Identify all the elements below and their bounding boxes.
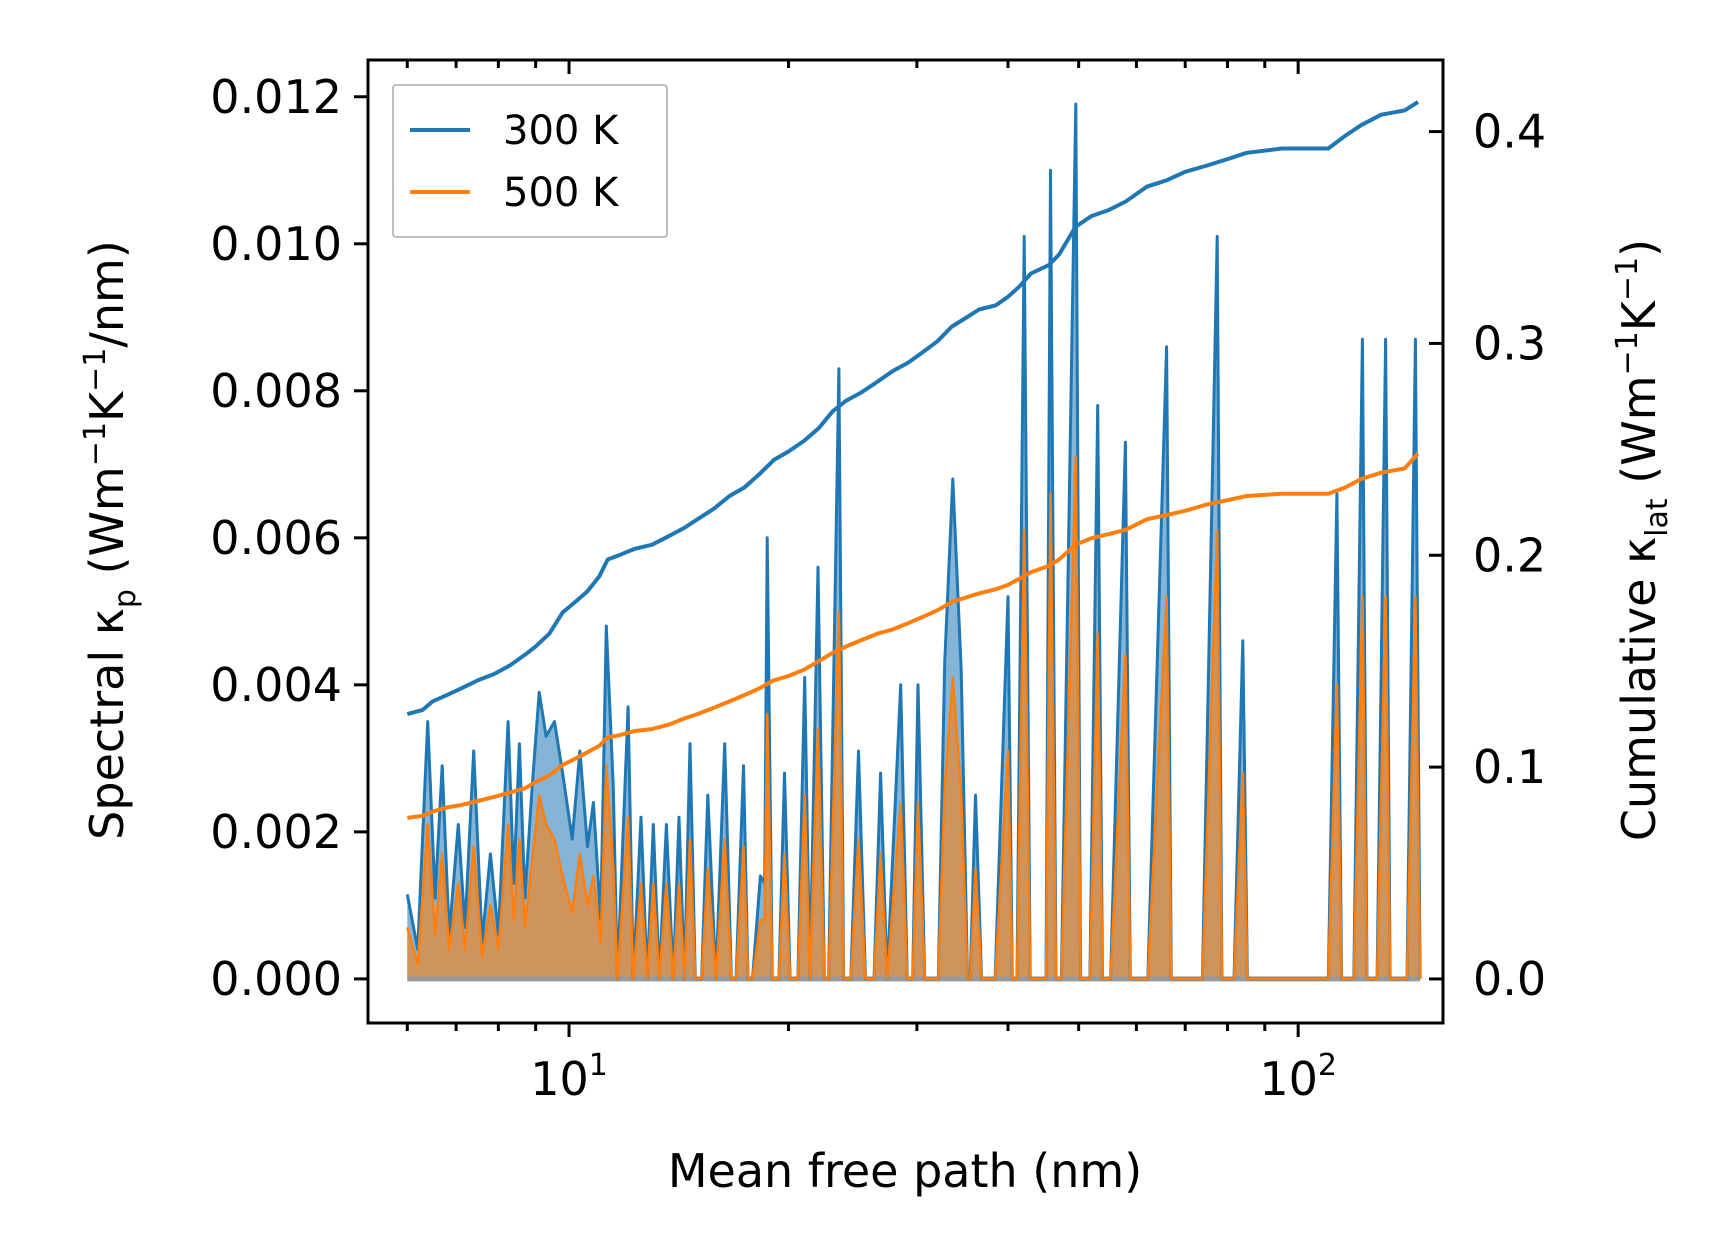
legend-box	[392, 84, 668, 238]
legend-label-500k: 500 K	[503, 170, 620, 216]
y-title-exp2: −1	[78, 348, 113, 392]
y2-title-mid2: K	[1612, 299, 1666, 331]
y-tick-label: 0.008	[210, 364, 342, 418]
y-title-exp1: −1	[78, 422, 113, 466]
y2-title-sub: lat	[1640, 498, 1675, 537]
x-tick-label: 102	[1259, 1048, 1337, 1106]
cumulative-line-300k	[406, 100, 1420, 717]
y-tick-label: 0.004	[210, 658, 342, 712]
y-tick-label: 0.006	[210, 511, 342, 565]
y-title-mid2: K	[80, 390, 134, 422]
y-axis-title: Spectral κp (Wm−1K−1/nm)	[78, 240, 143, 840]
y-title-prefix: Spectral κ	[80, 608, 134, 840]
y-title-mid1: (Wm	[80, 466, 134, 589]
y2-tick-label: 0.3	[1473, 316, 1546, 370]
plot-frame	[366, 58, 1445, 1025]
spectral-line-500k	[406, 455, 1422, 981]
y-tick-label: 0.012	[210, 70, 342, 124]
cumulative-lines	[406, 100, 1420, 820]
y2-title-prefix: Cumulative κ	[1612, 537, 1666, 841]
y2-tick-label: 0.4	[1473, 105, 1546, 159]
legend-label-300k: 300 K	[503, 108, 620, 154]
y-tick-label: 0.000	[210, 952, 342, 1006]
y2-title-suffix: )	[1612, 239, 1666, 257]
spectral-fill-500k	[407, 457, 1421, 979]
axis-tick-labels: 0.000 0.002 0.004 0.006 0.008 0.010 0.012 0.0 0.…	[210, 70, 1546, 1106]
legend: 300 K 500 K	[392, 84, 668, 238]
y-title-suffix: /nm)	[80, 240, 134, 347]
y2-axis-title: Cumulative κlat (Wm−1K−1)	[1610, 239, 1675, 841]
y-tick-label: 0.002	[210, 805, 342, 859]
y2-title-exp2: −1	[1610, 257, 1645, 301]
x-axis-title: Mean free path (nm)	[668, 1144, 1142, 1198]
y2-tick-label: 0.2	[1473, 528, 1546, 582]
y2-tick-label: 0.0	[1473, 952, 1546, 1006]
plot-area	[405, 100, 1422, 982]
y2-tick-label: 0.1	[1473, 740, 1546, 794]
y2-title-exp1: −1	[1610, 331, 1645, 375]
cumulative-line-500k	[407, 452, 1420, 820]
spectral-lines	[405, 102, 1422, 981]
y2-title-mid1: (Wm	[1612, 375, 1666, 498]
x-tick-label: 101	[530, 1048, 608, 1106]
y-title-sub: p	[108, 589, 143, 608]
y-tick-label: 0.010	[210, 217, 342, 271]
